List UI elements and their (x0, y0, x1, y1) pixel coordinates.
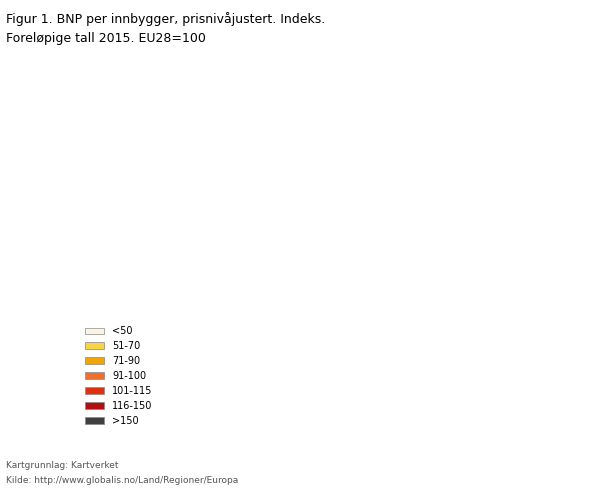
Legend: <50, 51-70, 71-90, 91-100, 101-115, 116-150, >150: <50, 51-70, 71-90, 91-100, 101-115, 116-… (81, 323, 157, 429)
Text: Foreløpige tall 2015. EU28=100: Foreløpige tall 2015. EU28=100 (6, 32, 206, 45)
Text: Kilde: http://www.globalis.no/Land/Regioner/Europa: Kilde: http://www.globalis.no/Land/Regio… (6, 476, 239, 485)
Text: Kartgrunnlag: Kartverket: Kartgrunnlag: Kartverket (6, 461, 118, 470)
Text: Figur 1. BNP per innbygger, prisnivåjustert. Indeks.: Figur 1. BNP per innbygger, prisnivåjust… (6, 12, 325, 26)
